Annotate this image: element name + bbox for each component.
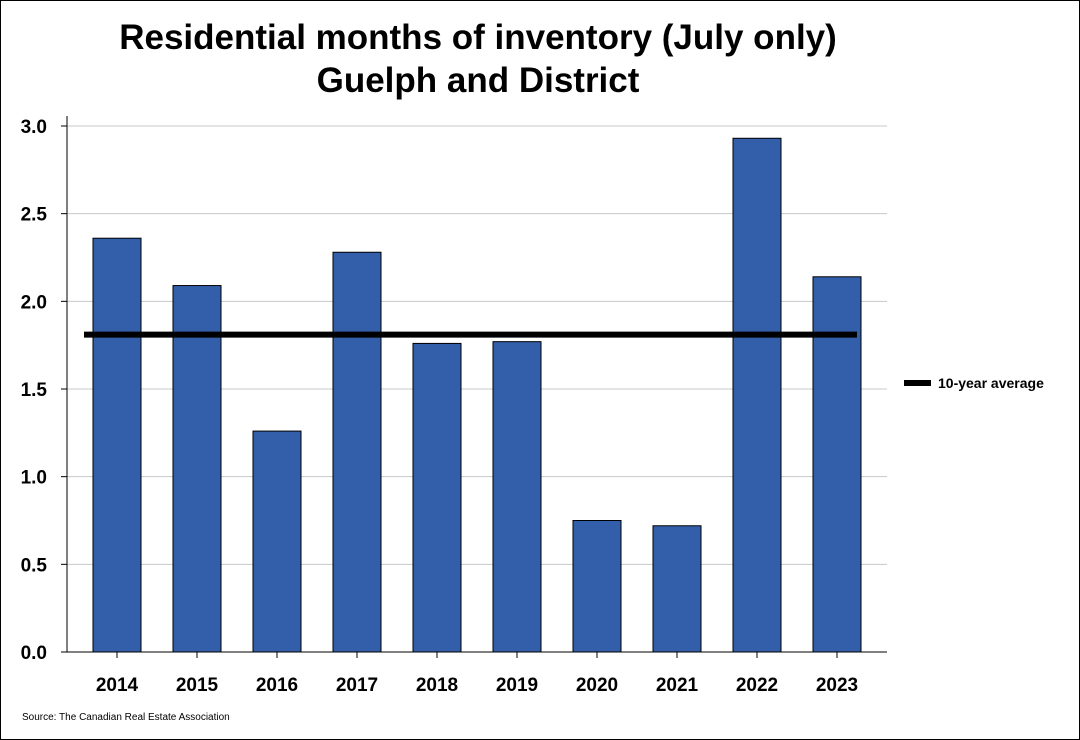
y-tick-label: 1.0 xyxy=(21,468,47,489)
y-tick-label: 1.5 xyxy=(21,380,48,401)
legend-label-average: 10-year average xyxy=(938,375,1044,391)
bar-2014 xyxy=(92,237,142,653)
bar-2021 xyxy=(652,525,702,653)
source-note: Source: The Canadian Real Estate Associa… xyxy=(22,712,230,723)
x-tick-label: 2017 xyxy=(336,675,378,696)
bar-2016 xyxy=(252,430,302,653)
x-tick-label: 2022 xyxy=(736,675,778,696)
x-tick-label: 2019 xyxy=(496,675,538,696)
x-tick-label: 2016 xyxy=(256,675,298,696)
x-axis-ticks: 2014 2015 2016 2017 2018 2019 2020 2021 2022 2023 xyxy=(96,652,858,696)
x-tick-label: 2023 xyxy=(816,675,858,696)
x-tick-label: 2015 xyxy=(176,675,219,696)
bars xyxy=(92,137,862,653)
y-tick-label: 0.5 xyxy=(21,555,48,576)
chart-title-line-2: Guelph and District xyxy=(316,61,640,100)
x-tick-label: 2020 xyxy=(576,675,618,696)
bar-2018 xyxy=(412,342,462,653)
x-tick-label: 2018 xyxy=(416,675,458,696)
bar-2017 xyxy=(332,251,382,653)
chart-title: Residential months of inventory (July on… xyxy=(0,16,956,102)
legend: 10-year average xyxy=(904,375,1044,391)
y-tick-label: 3.0 xyxy=(21,117,47,138)
bar-2020 xyxy=(572,520,622,653)
bar-2022 xyxy=(732,137,782,653)
y-tick-label: 2.0 xyxy=(21,292,47,313)
chart-title-line-1: Residential months of inventory (July on… xyxy=(119,18,837,57)
y-tick-label: 2.5 xyxy=(21,205,48,226)
x-tick-label: 2014 xyxy=(96,675,139,696)
y-axis-ticks: 0.0 0.5 1.0 1.5 2.0 2.5 3.0 xyxy=(21,117,67,664)
y-tick-label: 0.0 xyxy=(21,643,47,664)
x-tick-label: 2021 xyxy=(656,675,699,696)
bar-2015 xyxy=(172,285,222,653)
bar-2019 xyxy=(492,341,542,653)
axes xyxy=(66,116,887,653)
bar-2023 xyxy=(812,276,862,653)
